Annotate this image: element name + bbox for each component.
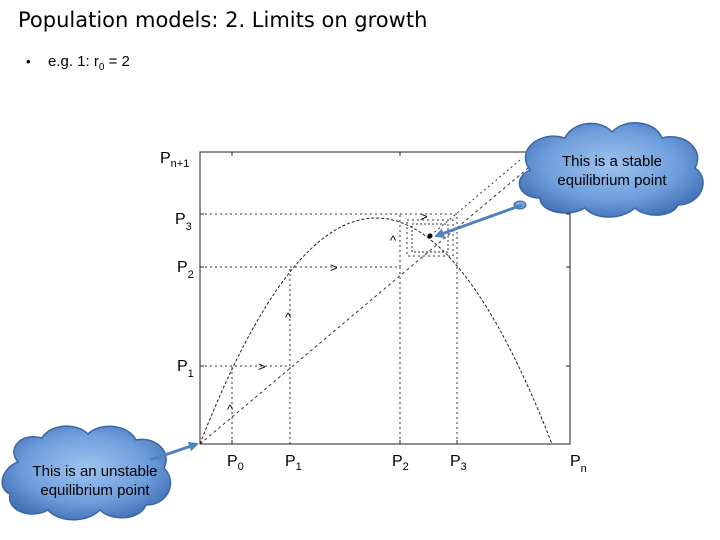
stable-callout-text: This is a stable equilibrium point [557, 153, 667, 189]
cobweb-lines [200, 159, 521, 444]
tick-marks [200, 152, 570, 444]
cobweb-arrow-1: > [258, 359, 266, 374]
bullet-subscript: 0 [98, 62, 105, 73]
unstable-callout-text: This is an unstable equilibrium point [32, 463, 158, 499]
cobweb-arrow-6: ^ [390, 233, 397, 248]
cobweb-arrow-4: ^ [227, 402, 234, 417]
stable-callout-arrow [434, 203, 523, 238]
slide-title: Population models: 2. Limits on growth [18, 8, 428, 32]
cobweb-arrow-3: > [420, 209, 428, 224]
x-label-p3: P3 [450, 453, 467, 473]
unstable-callout-cloud [1, 425, 172, 521]
stable-point-box [411, 223, 449, 253]
unstable-callout-arrow [149, 441, 199, 462]
x-label-p0: P0 [227, 453, 244, 473]
stable-equilibrium-dot [427, 233, 433, 239]
y-label-p3: P3 [175, 211, 192, 233]
y-label-p1: P1 [177, 358, 194, 380]
bullet-item: • e.g. 1: r0 = 2 [26, 53, 130, 73]
x-label-p1: P1 [285, 453, 302, 473]
identity-line [199, 157, 541, 445]
cobweb-arrow-2: > [330, 260, 338, 275]
logistic-curve [199, 217, 553, 445]
bullet-suffix: = 2 [104, 53, 130, 70]
y-label-p2: P2 [177, 259, 194, 281]
bullet-prefix: e.g. 1: r [48, 53, 99, 70]
cobweb-arrow-5: ^ [285, 310, 292, 325]
plot-frame [199, 151, 571, 445]
y-axis-label: Pn+1 [160, 150, 189, 170]
bullet-marker: • [26, 54, 31, 69]
stable-callout-cloud [513, 122, 704, 218]
x-label-p2: P2 [392, 453, 409, 473]
x-axis-label: Pn [570, 453, 587, 475]
